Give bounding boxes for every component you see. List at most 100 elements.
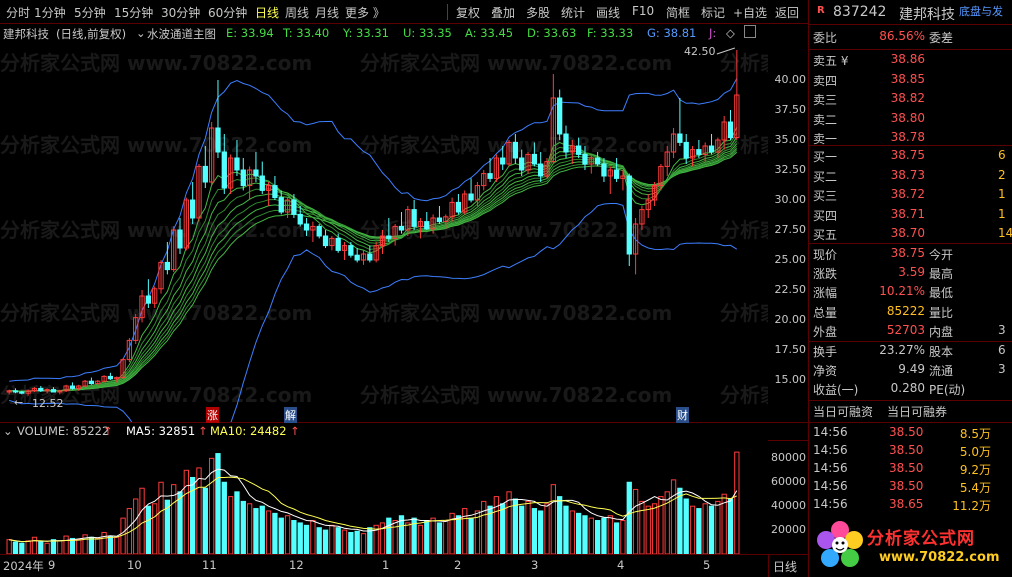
candlestick-chart[interactable]: 分析家公式网 www.70822.com 分析家公式网 www.70822.com…: [0, 42, 768, 422]
volume-bar: [158, 481, 164, 554]
diamond-icon[interactable]: ◇: [726, 26, 735, 40]
bids-volume: 14: [998, 226, 1012, 240]
candle: [133, 317, 139, 341]
period-tab-6[interactable]: 日线: [255, 6, 280, 20]
asks-price: 38.86: [890, 52, 925, 66]
logo-url: www.70822.com: [879, 550, 1000, 565]
volume-bar: [57, 540, 63, 554]
candle: [569, 145, 575, 153]
volume-bar: [689, 505, 696, 554]
time-axis: 2024年 9 10 11 12 1 2 3 4 5: [0, 554, 768, 577]
toolbar-button-0[interactable]: 复权: [456, 6, 481, 20]
period-tab-3[interactable]: 15分钟: [114, 6, 154, 20]
volume-bar: [658, 496, 664, 554]
time-tick: 10: [127, 558, 142, 572]
volume-bar: [63, 535, 69, 554]
candle: [50, 389, 57, 393]
header-indicator[interactable]: 水波通道主图: [147, 27, 216, 41]
candle: [531, 153, 538, 165]
marker-zhang[interactable]: 涨: [206, 407, 219, 423]
volume-bar: [601, 517, 607, 554]
volume-tick: 60000: [771, 475, 806, 489]
candle: [392, 225, 398, 239]
toolbar-button-1[interactable]: 叠加: [491, 6, 516, 20]
toolbar-button-4[interactable]: 画线: [596, 6, 621, 20]
candle: [88, 380, 95, 385]
time-tick: 3: [531, 558, 539, 572]
period-label-box[interactable]: 日线: [768, 554, 808, 577]
candle: [246, 169, 253, 187]
header-u: U: 33.35: [403, 26, 452, 40]
volume-bar: [316, 527, 322, 554]
period-tab-5[interactable]: 60分钟: [208, 6, 248, 20]
candle: [31, 387, 38, 392]
volume-bar: [639, 500, 645, 554]
header-f: F: 33.33: [587, 26, 634, 40]
volume-bar: [683, 498, 689, 554]
period-tab-0[interactable]: 分时: [6, 6, 31, 20]
time-tick: 11: [202, 558, 217, 572]
panel-toggle-icon[interactable]: [744, 25, 756, 38]
stat-value: 0.280: [890, 381, 925, 396]
candle: [594, 157, 601, 165]
ribbon-line: [9, 151, 738, 392]
sector-tag[interactable]: 底盘与发: [959, 5, 1003, 18]
candle: [284, 199, 291, 213]
candle: [190, 199, 196, 219]
candle: [727, 121, 734, 139]
period-tab-1[interactable]: 1分钟: [34, 6, 66, 20]
candle: [152, 288, 158, 304]
toolbar-button-6[interactable]: 简框: [666, 6, 691, 20]
header-y: Y: 33.31: [343, 26, 389, 40]
volume-bar: [386, 517, 392, 554]
candle: [354, 254, 360, 261]
candle: [379, 235, 386, 247]
candle: [405, 209, 411, 231]
price-axis: 40.00 37.50 35.00 32.50 30.00 27.50 25.00 22.50…: [768, 42, 808, 422]
watermark-text: 分析家公式网 www.70822.com: [360, 383, 672, 407]
volume-dropdown-icon[interactable]: ⌄: [3, 424, 13, 438]
watermark-text: 分析家公式网 www.70822.com: [720, 383, 768, 407]
period-toolbar: 分时 1分钟 5分钟 15分钟 30分钟 60分钟 日线 周线 月线 更多 》 复权 叠加 多股 统计 画线…: [0, 0, 808, 24]
marker-jie[interactable]: 解: [284, 407, 297, 423]
bids-label: 买三: [813, 189, 838, 203]
price-tick: 22.50: [774, 283, 807, 296]
volume-bar: [531, 508, 538, 554]
volume-bar: [487, 505, 493, 554]
tick-time: 14:56: [813, 443, 848, 457]
volume-bar: [253, 508, 259, 554]
stat-label: 换手: [813, 345, 838, 359]
candle: [557, 97, 563, 135]
indicator-dropdown-icon[interactable]: ⌄: [136, 26, 146, 40]
time-tick: 1: [382, 558, 390, 572]
volume-ma10: MA10: 24482: [210, 424, 287, 438]
period-tab-7[interactable]: 周线: [285, 6, 310, 20]
stat-label-2: PE(动): [929, 383, 966, 398]
stat-value: 38.75: [890, 246, 925, 260]
volume-chart[interactable]: [0, 440, 768, 554]
candle: [613, 169, 620, 179]
toolbar-button-3[interactable]: 统计: [561, 6, 586, 20]
time-tick: 9: [48, 558, 56, 572]
price-tick: 40.00: [774, 73, 807, 86]
toolbar-button-5[interactable]: F10: [632, 4, 655, 18]
volume-bar: [500, 503, 506, 554]
site-logo: 分析家公式网 www.70822.com: [809, 516, 1012, 577]
marker-cai[interactable]: 财: [676, 407, 689, 423]
candle: [57, 390, 63, 393]
period-tab-2[interactable]: 5分钟: [74, 6, 106, 20]
candle: [272, 185, 278, 199]
candle: [322, 235, 329, 247]
tick-volume: 5.0万: [959, 445, 991, 459]
volume-bar: [569, 510, 575, 554]
period-tab-9[interactable]: 更多 》: [345, 6, 385, 20]
period-tab-8[interactable]: 月线: [315, 6, 340, 20]
toolbar-button-2[interactable]: 多股: [526, 6, 551, 20]
period-tab-4[interactable]: 30分钟: [161, 6, 201, 20]
toolbar-button-9[interactable]: 返回: [775, 6, 800, 20]
toolbar-button-8[interactable]: +自选: [733, 6, 768, 20]
volume-bar: [620, 520, 626, 554]
toolbar-button-7[interactable]: 标记: [701, 6, 726, 20]
candle: [677, 133, 683, 143]
volume-bar: [670, 479, 677, 554]
